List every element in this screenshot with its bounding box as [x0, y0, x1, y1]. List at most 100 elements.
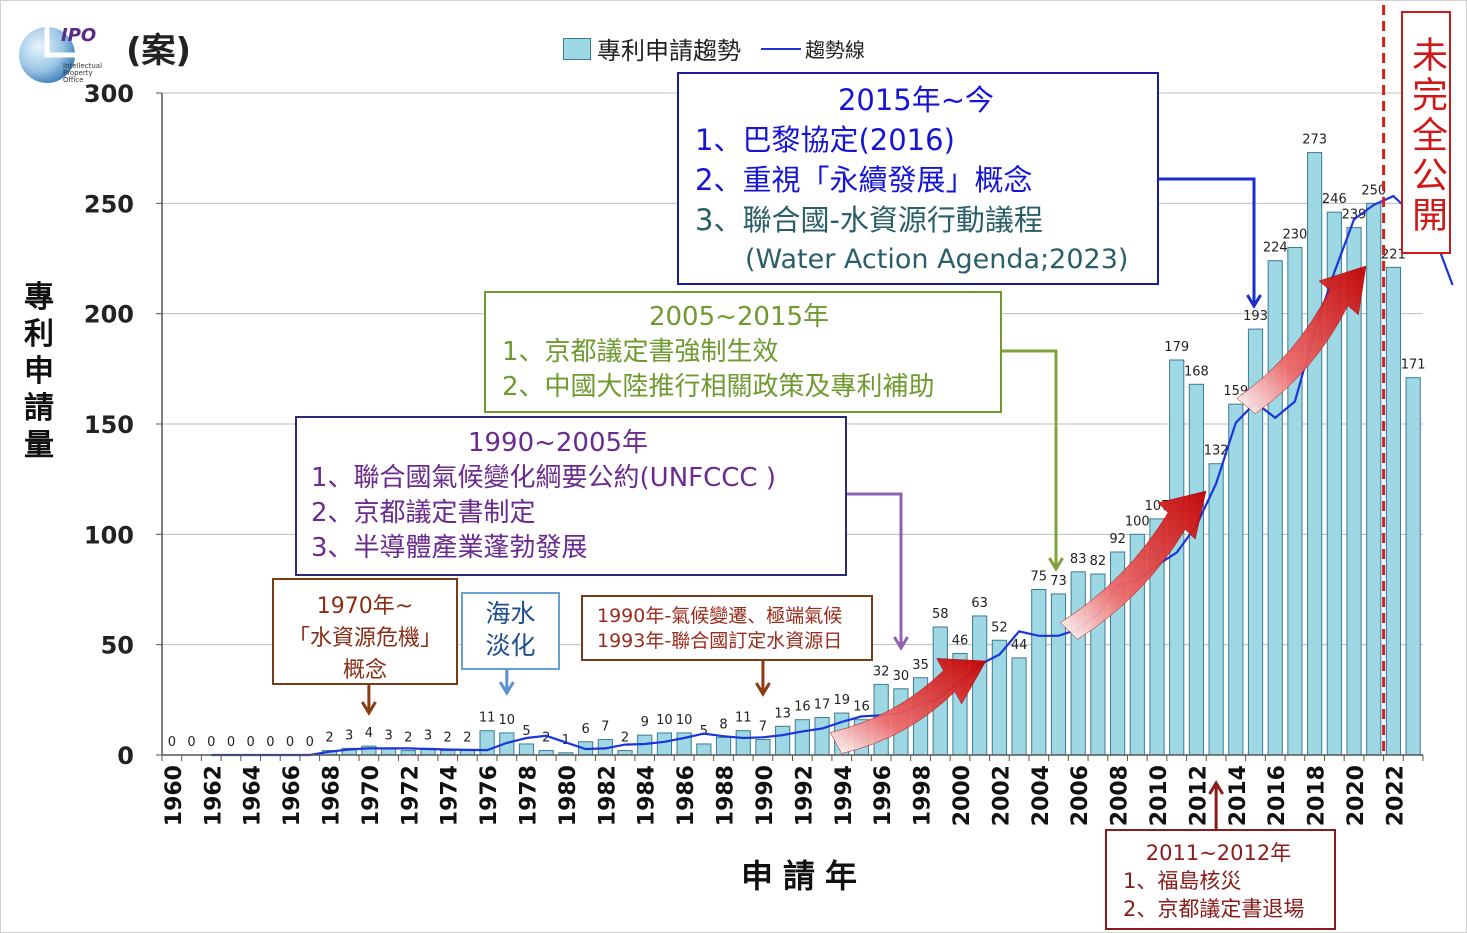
x-tick-label: 2004 — [1029, 765, 1054, 826]
data-label: 0 — [266, 735, 274, 750]
data-label: 8 — [719, 717, 727, 732]
bar — [519, 744, 533, 755]
x-tick-label: 2000 — [950, 765, 975, 826]
data-label: 193 — [1243, 309, 1268, 324]
annotation-line: 2、京都議定書制定 — [311, 496, 845, 531]
connector-2005-2015 — [1002, 351, 1056, 569]
annotation-line: 1、聯合國氣候變化綱要公約(UNFCCC ) — [311, 461, 845, 496]
bar — [815, 717, 829, 755]
data-label: 230 — [1283, 227, 1308, 242]
x-tick-label: 1968 — [319, 765, 344, 826]
data-label: 168 — [1184, 364, 1209, 379]
bar — [776, 726, 790, 755]
x-tick-label: 1988 — [714, 765, 739, 826]
y-tick-label: 100 — [84, 521, 134, 549]
annotation-desalination: 海水 淡化 — [461, 592, 560, 670]
x-tick-label: 2014 — [1226, 765, 1251, 826]
y-tick-label: 150 — [84, 411, 134, 439]
bar — [1386, 267, 1400, 755]
data-label: 2 — [444, 731, 452, 746]
data-label: 10 — [676, 713, 693, 728]
x-tick-label: 1962 — [201, 765, 226, 826]
y-tick-label: 250 — [84, 190, 134, 218]
data-label: 2 — [542, 731, 550, 746]
annotation-line: 2、重視「永續發展」概念 — [695, 160, 1157, 200]
annotation-line: 1、福島核災 — [1123, 867, 1334, 895]
data-label: 0 — [227, 735, 235, 750]
x-tick-label: 2010 — [1147, 765, 1172, 826]
bar — [480, 731, 494, 755]
annotation-1990-climate: 1990年-氣候變遷、極端氣候 1993年-聯合國訂定水資源日 — [581, 595, 873, 661]
data-label: 19 — [833, 693, 850, 708]
annotation-line: 1、京都議定書強制生效 — [502, 335, 1000, 370]
data-label: 7 — [759, 720, 767, 735]
bar — [736, 731, 750, 755]
data-label: 73 — [1050, 574, 1067, 589]
data-label: 0 — [247, 735, 255, 750]
x-tick-label: 1984 — [635, 765, 660, 826]
data-label: 16 — [853, 700, 870, 715]
data-label: 2 — [325, 731, 333, 746]
bar — [973, 616, 987, 755]
bar — [1367, 203, 1381, 755]
bar — [697, 744, 711, 755]
data-label: 9 — [641, 715, 649, 730]
data-label: 3 — [424, 728, 432, 743]
y-tick-label: 50 — [101, 632, 134, 660]
data-label: 46 — [952, 633, 969, 648]
data-label: 224 — [1263, 241, 1288, 256]
annotation-line: 2、京都議定書退場 — [1123, 895, 1334, 923]
cutoff-label: 未完全公開 — [1406, 36, 1447, 236]
data-label: 10 — [656, 713, 673, 728]
data-label: 32 — [873, 664, 890, 679]
annotation-line: 「水資源危機」 — [274, 620, 456, 652]
bar — [1308, 153, 1322, 755]
x-tick-label: 1992 — [792, 765, 817, 826]
x-tick-label: 1974 — [438, 765, 463, 826]
data-label: 2 — [404, 731, 412, 746]
bar — [795, 720, 809, 755]
annotation-line: 概念 — [274, 652, 456, 684]
y-tick-label: 200 — [84, 301, 134, 329]
annotation-line: (Water Action Agenda;2023) — [695, 240, 1157, 280]
x-tick-label: 1966 — [280, 765, 305, 826]
data-label: 0 — [207, 735, 215, 750]
data-label: 4 — [365, 726, 373, 741]
data-label: 0 — [286, 735, 294, 750]
data-label: 10 — [499, 713, 516, 728]
annotation-2011-2012: 2011~2012年 1、福島核災 2、京都議定書退場 — [1105, 829, 1336, 930]
x-tick-label: 2022 — [1383, 765, 1408, 826]
data-label: 11 — [735, 711, 752, 726]
data-label: 179 — [1164, 340, 1189, 355]
annotation-line: 2、中國大陸推行相關政策及專利補助 — [502, 370, 1000, 405]
annotation-1970-water-crisis: 1970年~ 「水資源危機」 概念 — [272, 578, 458, 685]
data-label: 58 — [932, 607, 949, 622]
bar — [1288, 247, 1302, 755]
data-label: 171 — [1401, 358, 1426, 373]
x-tick-label: 2016 — [1265, 765, 1290, 826]
y-tick-label: 0 — [117, 742, 134, 770]
bar — [1229, 404, 1243, 755]
x-tick-label: 2006 — [1068, 765, 1093, 826]
data-label: 83 — [1070, 552, 1087, 567]
bar — [1051, 594, 1065, 755]
connector-2015 — [1159, 179, 1254, 306]
x-tick-label: 1970 — [359, 765, 384, 826]
cutoff-label-box: 未完全公開 — [1401, 11, 1451, 254]
data-label: 246 — [1322, 192, 1347, 207]
data-label: 92 — [1109, 532, 1126, 547]
data-label: 75 — [1031, 570, 1048, 585]
bar — [1189, 384, 1203, 755]
annotation-title: 1970年~ — [274, 588, 456, 620]
x-tick-label: 1960 — [162, 765, 187, 826]
data-label: 30 — [893, 669, 910, 684]
x-tick-label: 1998 — [911, 765, 936, 826]
annotation-title: 2011~2012年 — [1123, 839, 1334, 867]
data-label: 6 — [581, 722, 589, 737]
x-tick-label: 1994 — [832, 765, 857, 826]
annotation-title: 1990~2005年 — [311, 426, 845, 461]
data-label: 13 — [774, 706, 791, 721]
data-label: 63 — [971, 596, 988, 611]
x-tick-label: 1986 — [674, 765, 699, 826]
